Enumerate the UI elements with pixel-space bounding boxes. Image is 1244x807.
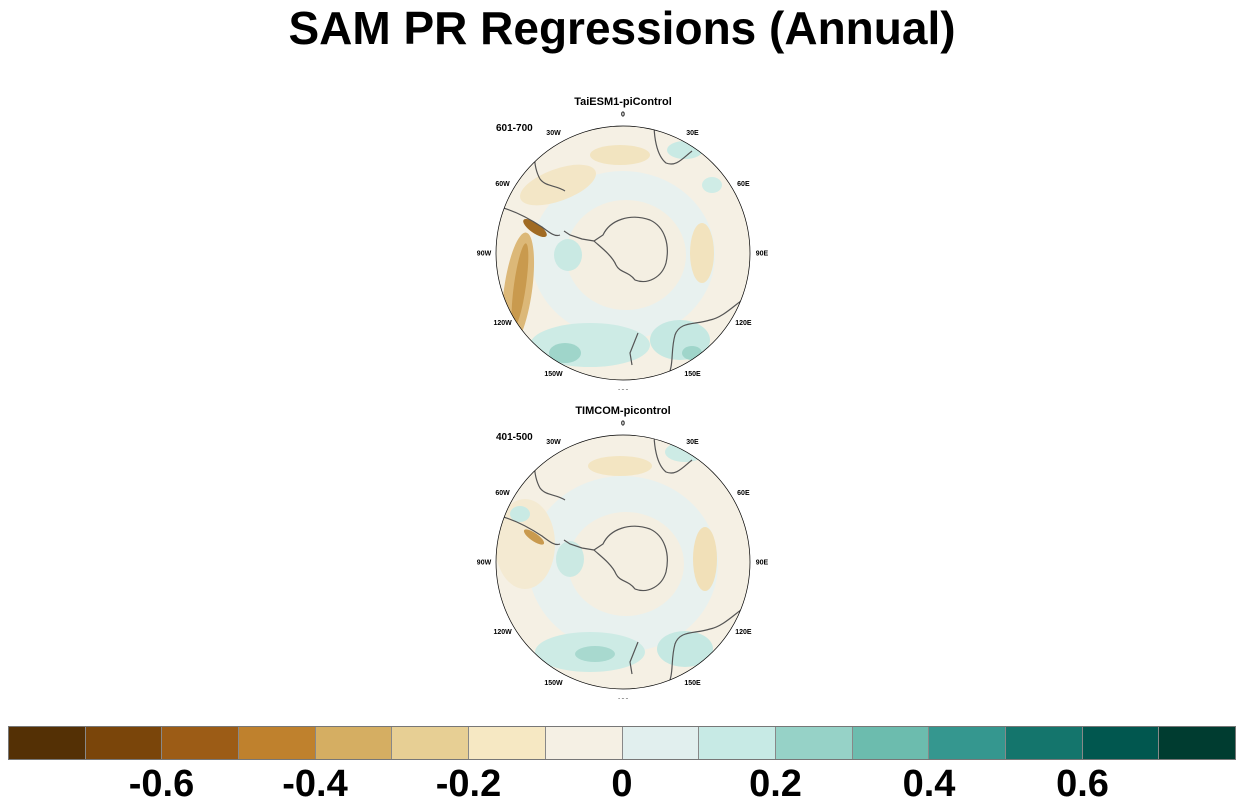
longitude-label: 120E (735, 320, 752, 327)
colorbar-box (775, 727, 853, 759)
longitude-label: 150W (544, 680, 563, 687)
longitude-labels-timcom: 0 30E 60E 90E 120E 150E 180 150W 120W 90W 60W 30W (477, 421, 769, 700)
colorbar-tick-label: 0 (611, 763, 633, 805)
longitude-label: 0 (621, 421, 625, 428)
longitude-label: 60E (737, 490, 750, 497)
colorbar-box (699, 727, 776, 759)
colorbar-box (162, 727, 240, 759)
longitude-label: 30W (546, 130, 561, 137)
longitude-label: 150E (684, 680, 701, 687)
longitude-label: 90E (756, 251, 769, 258)
colorbar-box (85, 727, 163, 759)
longitude-label: 90W (477, 251, 492, 258)
colorbar-box (469, 727, 546, 759)
map-panel-taiesm1: 0 30E 60E 90E 120E 150E 180 150W 120W 90W 60W 30W T… (470, 95, 776, 390)
colorbar (8, 726, 1236, 760)
longitude-label: 60W (495, 490, 510, 497)
colorbar-box (1159, 727, 1235, 759)
longitude-label: 30E (686, 439, 699, 446)
longitude-label: 120W (493, 629, 512, 636)
longitude-label: 60E (737, 181, 750, 188)
colorbar-box (622, 727, 700, 759)
colorbar-tick-label: -0.2 (435, 763, 502, 805)
longitude-label: 60W (495, 181, 510, 188)
panel-period: 401-500 (496, 432, 533, 443)
colorbar-labels: -0.6 -0.4 -0.2 0 0.2 0.4 0.6 (8, 764, 1236, 804)
colorbar-box (852, 727, 930, 759)
colorbar-tick-label: -0.6 (128, 763, 195, 805)
colorbar-box (239, 727, 316, 759)
colorbar-tick-label: 0.2 (749, 763, 802, 805)
colorbar-box (392, 727, 470, 759)
longitude-label: 30E (686, 130, 699, 137)
longitude-label: 120E (735, 629, 752, 636)
panel-title: TaiESM1-piControl (574, 96, 672, 108)
precip-field-timcom (496, 435, 750, 689)
longitude-label: 120W (493, 320, 512, 327)
colorbar-box (545, 727, 623, 759)
polar-map-timcom: 0 30E 60E 90E 120E 150E 180 150W 120W 90W 60W 30W (477, 421, 769, 700)
longitude-label: 90W (477, 560, 492, 567)
panel-period: 601-700 (496, 123, 533, 134)
longitude-label: 150E (684, 371, 701, 378)
longitude-label: 30W (546, 439, 561, 446)
colorbar-box (1082, 727, 1160, 759)
colorbar-tick-label: 0.4 (902, 763, 956, 805)
polar-map-taiesm1: 0 30E 60E 90E 120E 150E 180 150W 120W 90W 60W 30W (477, 112, 769, 391)
precip-field-taiesm1 (496, 126, 750, 380)
longitude-labels-taiesm1: 0 30E 60E 90E 120E 150E 180 150W 120W 90W 60W 30W (477, 112, 769, 391)
colorbar-box (315, 727, 393, 759)
longitude-label: 150W (544, 371, 563, 378)
colorbar-box (929, 727, 1006, 759)
colorbar-tick-label: 0.6 (1056, 763, 1109, 805)
map-panel-timcom: 0 30E 60E 90E 120E 150E 180 150W 120W 90W 60W 30W T… (470, 404, 776, 699)
longitude-label: 180 (617, 390, 629, 391)
figure-title: SAM PR Regressions (Annual) (288, 2, 956, 54)
longitude-label: 180 (617, 699, 629, 700)
colorbar-box (1005, 727, 1083, 759)
longitude-label: 90E (756, 560, 769, 567)
colorbar-box (9, 727, 86, 759)
panel-title: TIMCOM-picontrol (575, 405, 671, 417)
longitude-label: 0 (621, 112, 625, 119)
colorbar-tick-label: -0.4 (282, 763, 348, 805)
